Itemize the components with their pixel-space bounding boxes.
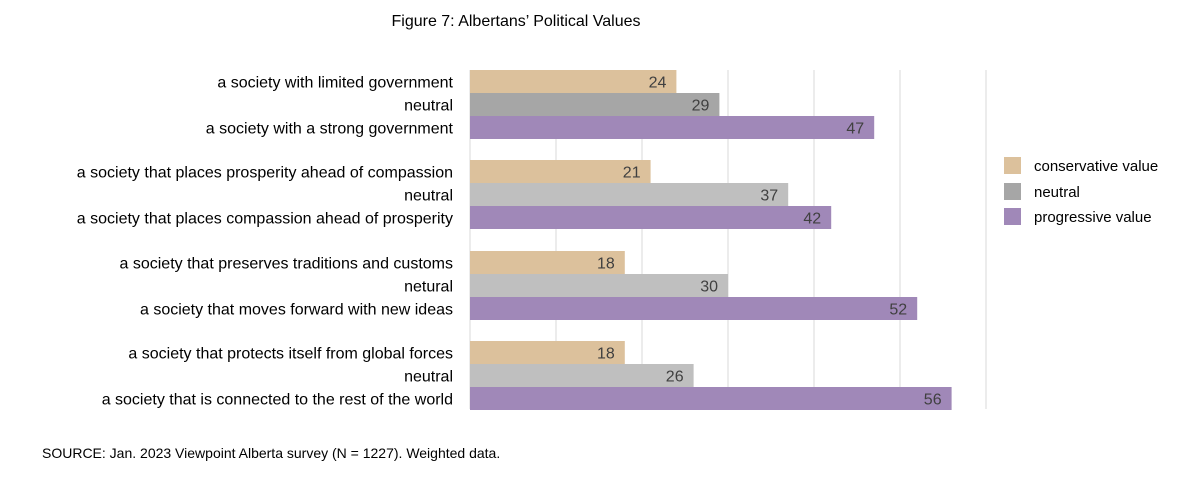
category-label: a society that is connected to the rest …	[102, 392, 453, 409]
legend-label: progressive value	[1034, 209, 1152, 226]
source-note: SOURCE: Jan. 2023 Viewpoint Alberta surv…	[42, 445, 501, 461]
bar-progressive	[470, 206, 832, 229]
bar-conservative	[470, 251, 625, 274]
category-label: a society that protects itself from glob…	[128, 346, 453, 363]
data-label: 56	[924, 392, 942, 409]
bar-progressive	[470, 116, 875, 139]
data-label: 18	[597, 256, 615, 273]
bar-conservative	[470, 160, 651, 183]
category-label: a society that places compassion ahead o…	[77, 211, 453, 228]
legend-swatch	[1004, 183, 1021, 200]
data-label: 52	[889, 302, 907, 319]
category-label: a society that moves forward with new id…	[140, 302, 453, 319]
category-label: a society with limited government	[217, 75, 453, 92]
bar-neutral	[470, 364, 694, 387]
data-label: 42	[803, 211, 821, 228]
category-label: neutral	[404, 369, 453, 386]
bar-progressive	[470, 297, 918, 320]
bar-neutral	[470, 183, 789, 206]
data-label: 21	[623, 165, 641, 182]
data-label: 30	[700, 279, 718, 296]
category-label: netural	[404, 279, 453, 296]
bar-conservative	[470, 341, 625, 364]
bar-neutral	[470, 274, 728, 297]
bar-progressive	[470, 387, 952, 410]
data-label: 18	[597, 346, 615, 363]
bar-conservative	[470, 70, 677, 93]
legend-swatch	[1004, 157, 1021, 174]
data-label: 29	[692, 98, 710, 115]
data-label: 24	[649, 75, 667, 92]
category-label: a society with a strong government	[206, 121, 454, 138]
category-label: neutral	[404, 188, 453, 205]
data-label: 37	[760, 188, 778, 205]
legend-swatch	[1004, 208, 1021, 225]
legend-label: neutral	[1034, 184, 1080, 201]
data-label: 26	[666, 369, 684, 386]
category-label: a society that places prosperity ahead o…	[77, 165, 453, 182]
category-label: a society that preserves traditions and …	[120, 256, 454, 273]
legend-label: conservative value	[1034, 158, 1158, 175]
data-label: 47	[846, 121, 864, 138]
bar-neutral	[470, 93, 720, 116]
category-label: neutral	[404, 98, 453, 115]
chart-title: Figure 7: Albertans’ Political Values	[391, 13, 640, 30]
